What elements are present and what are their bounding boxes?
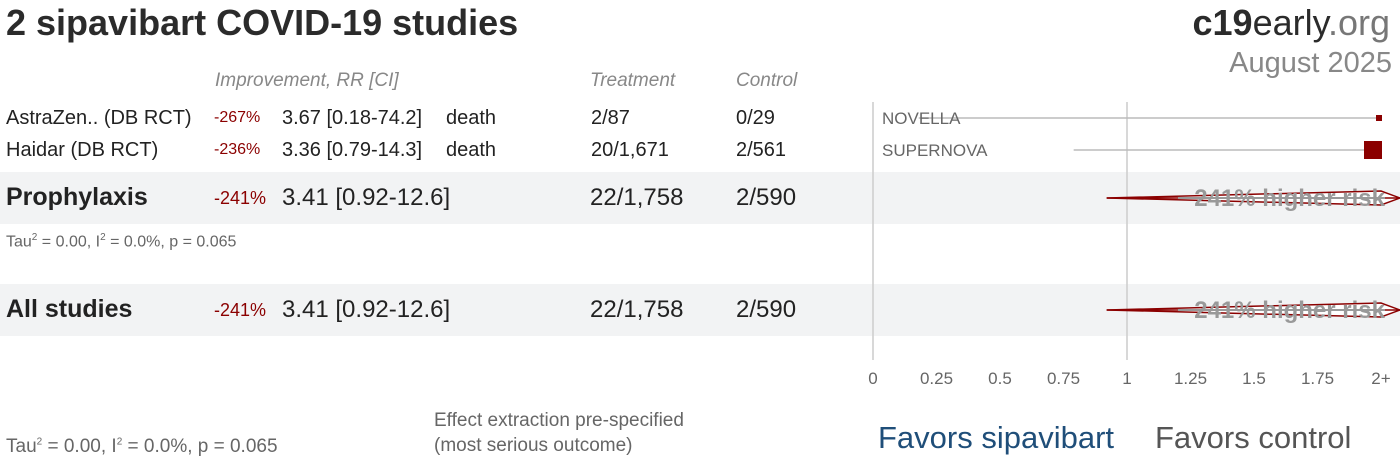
study-improvement: -267% [214, 109, 261, 126]
header-treatment: Treatment [590, 70, 676, 91]
group-treatment: 22/1,758 [590, 296, 684, 323]
group-name: All studies [6, 295, 133, 323]
extraction-note: Effect extraction pre-specified (most ser… [434, 410, 684, 456]
group-improvement: -241% [214, 188, 267, 208]
study-marker [1376, 115, 1382, 121]
axis-tick-label: 0 [868, 369, 877, 388]
study-outcome: death [446, 107, 497, 129]
page-title: 2 sipavibart COVID-19 studies [6, 2, 519, 43]
header-improvement: Improvement, RR [CI] [215, 70, 399, 91]
study-treatment: 2/87 [591, 107, 630, 129]
favors-control-label: Favors control [1155, 420, 1352, 455]
axis-tick-label: 1 [1122, 369, 1131, 388]
axis-tick-label: 2+ [1371, 369, 1390, 388]
axis-tick-label: 0.5 [988, 369, 1012, 388]
header-control: Control [736, 70, 798, 91]
favors-treatment-label: Favors sipavibart [878, 420, 1115, 455]
group-name: Prophylaxis [6, 183, 148, 211]
study-label: NOVELLA [882, 109, 961, 128]
axis-tick-label: 1.25 [1174, 369, 1207, 388]
study-name: AstraZen.. (DB RCT) [6, 107, 192, 129]
axis-tick-label: 0.25 [920, 369, 953, 388]
study-label: SUPERNOVA [882, 141, 988, 160]
study-outcome: death [446, 139, 497, 161]
overall-heterogeneity-stats: Tau2 = 0.00, I2 = 0.0%, p = 0.065 [6, 436, 278, 457]
axis-tick-label: 1.75 [1301, 369, 1334, 388]
axis-tick-label: 1.5 [1242, 369, 1266, 388]
study-treatment: 20/1,671 [591, 139, 669, 161]
study-rr: 3.36 [0.79-14.3] [282, 139, 423, 161]
study-rr: 3.67 [0.18-74.2] [282, 107, 423, 129]
group-control: 2/590 [736, 296, 797, 323]
group-treatment: 22/1,758 [590, 184, 684, 211]
group-rr: 3.41 [0.92-12.6] [282, 184, 451, 211]
study-name: Haidar (DB RCT) [6, 139, 159, 161]
study-marker [1364, 141, 1382, 159]
report-date: August 2025 [1229, 47, 1392, 79]
group-control: 2/590 [736, 184, 797, 211]
group-improvement: -241% [214, 300, 267, 320]
study-improvement: -236% [214, 141, 261, 158]
study-control: 2/561 [736, 139, 787, 161]
group-heterogeneity-stats: Tau2 = 0.00, I2 = 0.0%, p = 0.065 [6, 232, 237, 251]
study-control: 0/29 [736, 107, 775, 129]
brand-logo: c19early.org [1192, 2, 1390, 43]
group-rr: 3.41 [0.92-12.6] [282, 296, 451, 323]
axis-tick-label: 0.75 [1047, 369, 1080, 388]
